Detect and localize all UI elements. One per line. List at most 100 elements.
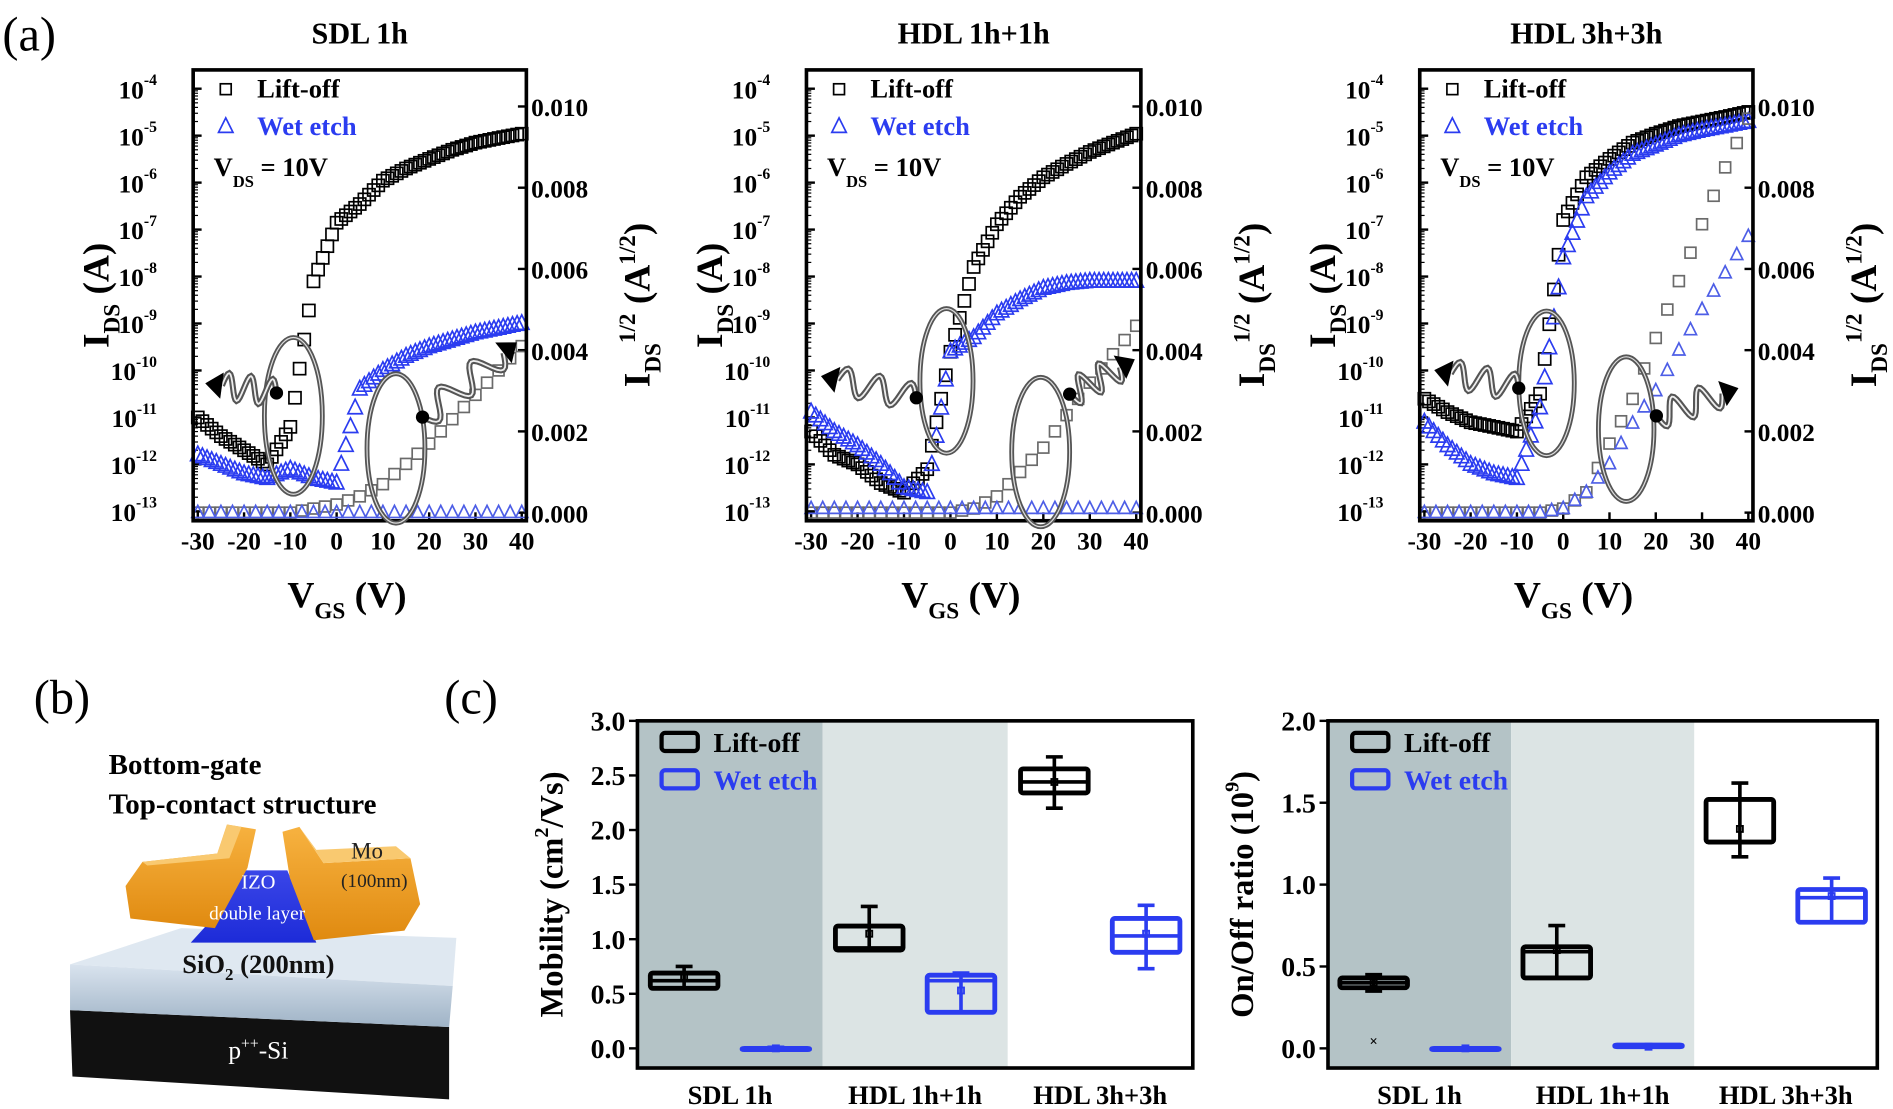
x-tick-label: 30 [463,528,488,556]
y-tick-label: 10-12 [724,448,770,480]
x-tick-label: 10 [1597,528,1622,556]
data-point [952,310,967,325]
data-point [240,464,258,482]
box [833,923,906,953]
data-point [445,142,460,157]
x-tick-label: -30 [794,528,828,556]
data-point [1486,419,1501,434]
data-point [1711,116,1730,134]
data-point [943,499,958,515]
data-point [1428,503,1444,519]
data-point [861,499,877,515]
data-point [1698,118,1716,137]
data-point [1503,467,1521,485]
y2-tick-label: 0.000 [1146,500,1203,528]
data-point [830,423,848,442]
data-point [1485,463,1503,481]
series-left-triangle [189,312,531,490]
y-tick-label: 10-4 [1345,72,1384,104]
data-point [1563,222,1582,241]
data-point [1544,501,1560,517]
data-point [971,251,986,266]
mean-marker [865,929,874,938]
legend-lift-off: Lift-off [1404,728,1491,759]
data-point [221,457,239,475]
data-point [399,457,413,471]
data-point [269,442,284,457]
data-point [985,225,1000,240]
sio2-front [70,964,453,1028]
data-point [274,434,288,449]
y-tick-label: 0.5 [591,979,626,1010]
box-lift-off [1520,923,1593,981]
data-point [491,131,506,145]
data-point [332,453,350,471]
y2-tick-label: 0.004 [1146,338,1203,366]
data-point [977,499,993,515]
data-point [962,277,976,291]
data-point [216,455,235,473]
data-point [230,461,249,479]
legend-wet-etch: Wet etch [713,766,817,797]
data-point [198,448,216,466]
data-point [1022,182,1037,196]
data-point [836,451,851,466]
mean-marker [771,1044,780,1053]
data-point [288,390,302,405]
data-point [510,127,524,142]
data-point [421,503,437,519]
data-point [1614,414,1628,428]
data-point [306,503,321,519]
data-point [1635,132,1649,146]
data-point [235,463,253,481]
annotation-dot [1512,381,1526,395]
data-point [1037,441,1050,454]
data-point [1055,159,1069,174]
data-point [1499,466,1517,484]
legend-wet-etch: Wet etch [1404,766,1508,797]
data-point [1459,413,1473,428]
y-axis-title: IDS (A) [690,243,739,348]
y-tick-label: 10-7 [1345,213,1384,245]
data-point [1526,411,1545,429]
mean-marker [1142,929,1151,938]
left-axis-arrow-highlight [1449,361,1520,398]
x-tick-label: 0 [1557,528,1570,556]
data-point [1101,137,1116,152]
data-point [1473,417,1487,431]
data-point [957,294,972,308]
data-point [454,140,469,154]
data-point [195,414,210,429]
data-point [911,471,925,486]
data-point [399,161,413,176]
data-point [1579,170,1594,185]
y-tick-label: 0.5 [1281,952,1316,983]
data-point [1482,419,1497,433]
data-point [1721,114,1739,132]
data-point [908,499,924,515]
data-point [318,470,336,488]
data-point [477,133,492,148]
data-point [463,137,478,151]
data-point [1440,503,1455,519]
data-point [207,451,225,470]
box-wet-etch [1429,1044,1502,1053]
data-point [1106,135,1120,150]
data-point [282,503,298,519]
data-point [225,503,240,519]
transfer-chart-1: SDL 1h10-1310-1210-1110-1010-910-810-710… [77,16,667,624]
data-point [1690,115,1705,130]
data-point [904,479,922,497]
legend-lift-off: Lift-off [1484,74,1568,104]
chart-title: HDL 3h+3h [1510,16,1662,50]
data-point [1653,125,1668,140]
data-point [1573,198,1591,216]
data-point [294,503,310,519]
data-point [1117,499,1133,515]
plot-frame [191,68,529,523]
y-tick-label: 10-4 [119,72,158,104]
data-point [482,133,497,147]
data-point [974,317,992,335]
transfer-chart-2: HDL 1h+1h10-1310-1210-1110-1010-910-810-… [690,16,1281,624]
data-point [426,150,441,164]
